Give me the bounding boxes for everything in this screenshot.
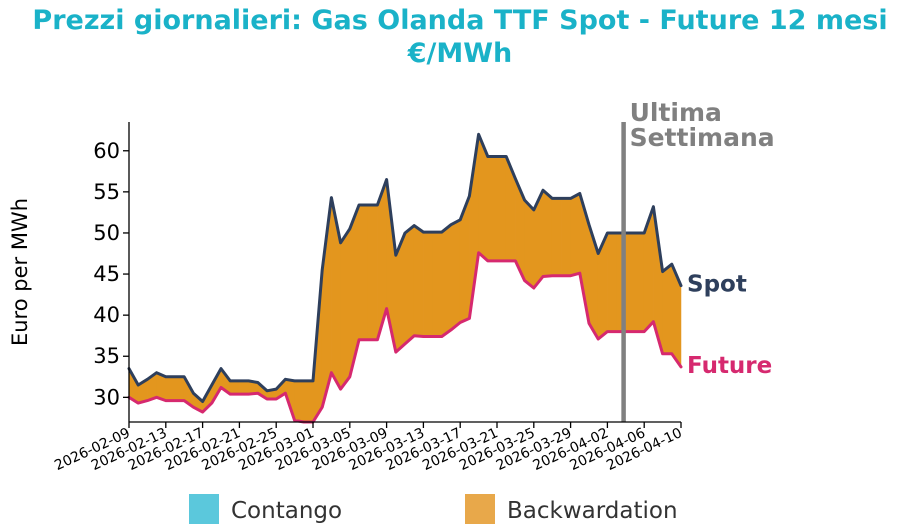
series-line-future — [127, 251, 683, 424]
chart-title-line2: €/MWh — [407, 38, 513, 69]
area-segment — [423, 231, 433, 337]
y-tick-label: 50 — [93, 221, 120, 245]
area-segment — [404, 225, 415, 345]
y-tick-label: 40 — [93, 303, 120, 327]
legend-label-backwardation: Backwardation — [507, 498, 678, 524]
y-axis-label: Euro per MWh — [8, 198, 32, 346]
area-segment — [340, 228, 351, 390]
series-lines — [127, 132, 683, 424]
area-segment — [496, 156, 507, 262]
y-tick-label: 45 — [93, 262, 120, 286]
area-segment — [358, 204, 369, 341]
annotation-label-line1: Ultima — [630, 98, 722, 127]
area-segment — [441, 224, 452, 338]
chart-title-line1: Prezzi giornalieri: Gas Olanda TTF Spot … — [32, 5, 887, 36]
legend-label-contango: Contango — [231, 498, 342, 524]
area-segment — [570, 193, 581, 277]
y-tick-label: 35 — [93, 344, 120, 368]
area-segment — [432, 231, 443, 337]
area-segment — [542, 189, 553, 277]
series-end-labels: Spot Future — [687, 272, 772, 379]
area-segment — [487, 156, 498, 262]
area-segment — [561, 198, 571, 276]
series-label-future: Future — [687, 353, 772, 379]
area-segment — [524, 199, 535, 289]
area-segment — [413, 225, 424, 337]
series-label-spot: Spot — [687, 272, 747, 298]
area-segment — [634, 232, 645, 332]
area-segment — [450, 219, 461, 331]
y-axis-ticks: 30 35 40 45 50 55 60 — [93, 139, 129, 409]
area-segment — [303, 380, 314, 423]
area-segment — [239, 380, 249, 395]
legend: Contango Backwardation — [189, 494, 678, 524]
x-axis-ticks: 2026-02-092026-02-132026-02-172026-02-21… — [52, 422, 685, 474]
area-segment — [165, 376, 176, 401]
series-line-spot — [127, 132, 683, 403]
area-segment — [662, 263, 673, 355]
axes — [128, 122, 681, 423]
area-segment — [367, 204, 378, 341]
area-segment — [551, 198, 562, 276]
area-segment — [229, 380, 240, 395]
area-segment — [607, 232, 617, 332]
y-tick-label: 60 — [93, 139, 120, 163]
legend-swatch-contango — [189, 494, 219, 524]
legend-swatch-backwardation — [465, 494, 495, 524]
y-tick-label: 55 — [93, 180, 120, 204]
area-segment — [294, 380, 305, 423]
area-segment — [625, 232, 636, 332]
annotation-label-line2: Settimana — [630, 123, 775, 152]
y-tick-label: 30 — [93, 385, 120, 409]
area-fills — [128, 134, 682, 423]
area-segment — [174, 376, 185, 401]
